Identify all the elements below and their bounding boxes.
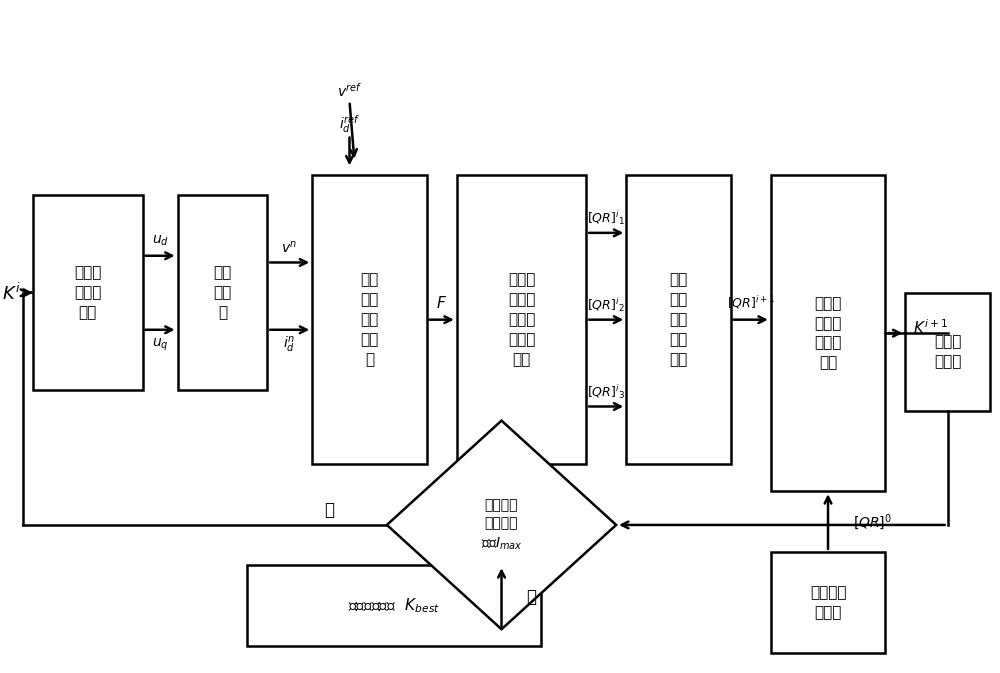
Text: $v^n$: $v^n$ — [281, 240, 298, 256]
Bar — [905, 293, 990, 411]
Text: 灰狼
优化
算法
更新
矩阵: 灰狼 优化 算法 更新 矩阵 — [669, 273, 688, 367]
Text: $[QR]^i{}_3$: $[QR]^i{}_3$ — [587, 383, 625, 400]
Polygon shape — [387, 421, 616, 629]
Bar — [312, 175, 427, 464]
Bar — [626, 175, 731, 464]
Text: 抗饱和
复合控
制器: 抗饱和 复合控 制器 — [74, 265, 101, 320]
Text: 确定适
应度最
好的三
组权重
矩阵: 确定适 应度最 好的三 组权重 矩阵 — [508, 273, 535, 367]
Text: $i_d^n$: $i_d^n$ — [283, 334, 296, 355]
Text: $F$: $F$ — [436, 295, 447, 311]
Text: 是: 是 — [526, 589, 536, 606]
Text: $i_d^{ref}$: $i_d^{ref}$ — [339, 114, 360, 135]
Text: 电磁
作动
器: 电磁 作动 器 — [213, 265, 232, 320]
Text: $[QR]^{i+1}$: $[QR]^{i+1}$ — [727, 294, 775, 312]
Bar — [771, 175, 885, 491]
Text: 得到全局最优  $K_{best}$: 得到全局最优 $K_{best}$ — [348, 596, 440, 615]
Text: 计算
权重
矩阵
适应
度: 计算 权重 矩阵 适应 度 — [360, 273, 379, 367]
Text: $u_d$: $u_d$ — [152, 234, 169, 248]
Text: 计算状
态反馈
控制器
系数: 计算状 态反馈 控制器 系数 — [814, 296, 842, 370]
Text: 迭代次
数加一: 迭代次 数加一 — [934, 334, 961, 369]
Text: $[QR]^i{}_2$: $[QR]^i{}_2$ — [587, 296, 625, 314]
Text: $[QR]^0$: $[QR]^0$ — [853, 511, 892, 532]
Text: 是否达到
最大迭代
次数$I_{max}$: 是否达到 最大迭代 次数$I_{max}$ — [481, 498, 522, 552]
Bar — [33, 195, 143, 390]
Text: $K^i$: $K^i$ — [2, 282, 20, 304]
Bar — [457, 175, 586, 464]
Bar — [178, 195, 267, 390]
Text: $[QR]^i{}_1$: $[QR]^i{}_1$ — [587, 209, 625, 227]
Text: $v^{ref}$: $v^{ref}$ — [337, 82, 362, 100]
Text: $K^{i+1}$: $K^{i+1}$ — [913, 318, 948, 337]
Bar — [771, 552, 885, 653]
Bar — [247, 565, 541, 646]
Text: 否: 否 — [325, 501, 335, 519]
Text: 初始化权
重矩阵: 初始化权 重矩阵 — [810, 585, 846, 620]
Text: $u_q$: $u_q$ — [152, 336, 168, 353]
